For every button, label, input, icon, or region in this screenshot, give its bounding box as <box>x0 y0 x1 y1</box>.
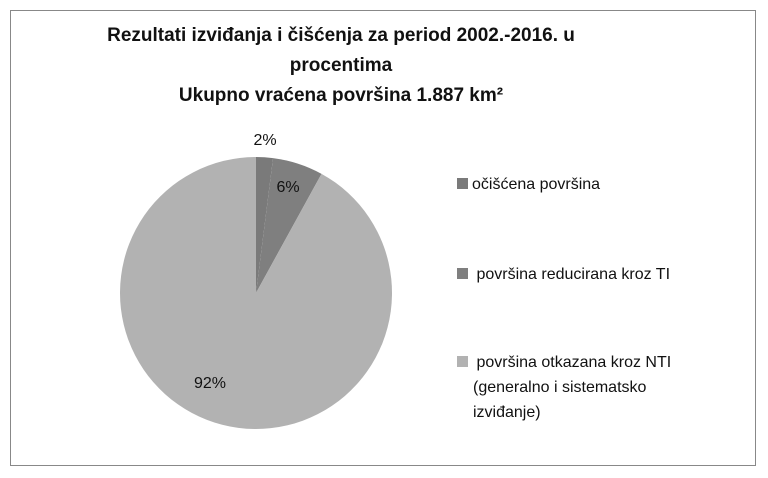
legend-label: očišćena površina <box>472 176 601 193</box>
legend-swatch <box>457 178 468 189</box>
legend-label: površina reducirana kroz TI <box>472 266 671 283</box>
data-label-1: 2% <box>253 132 276 149</box>
legend-label-cont: (generalno i sistematsko <box>473 379 647 396</box>
chart-title-line-3: Ukupno vraćena površina 1.887 km² <box>178 85 504 106</box>
pie-slice-1 <box>256 157 274 293</box>
legend-label-cont: izviđanje) <box>473 404 541 421</box>
data-label-2: 6% <box>276 179 299 196</box>
legend-item-ociscena: očišćena površina <box>457 172 600 197</box>
pie-slice-2 <box>256 158 322 293</box>
chart-title-line-2: procentima <box>289 55 393 76</box>
legend-swatch <box>457 356 468 367</box>
legend-item-otkazana: površina otkazana kroz NTI (generalno i … <box>457 350 671 425</box>
chart-frame <box>10 10 756 466</box>
legend-item-reducirana: površina reducirana kroz TI <box>457 262 670 287</box>
pie-slice-3 <box>119 157 392 429</box>
legend-swatch <box>457 268 468 279</box>
legend-label: površina otkazana kroz NTI <box>472 354 672 371</box>
chart-title-line-1: Rezultati izviđanja i čišćenja za period… <box>107 25 575 46</box>
data-label-3: 92% <box>194 375 226 392</box>
